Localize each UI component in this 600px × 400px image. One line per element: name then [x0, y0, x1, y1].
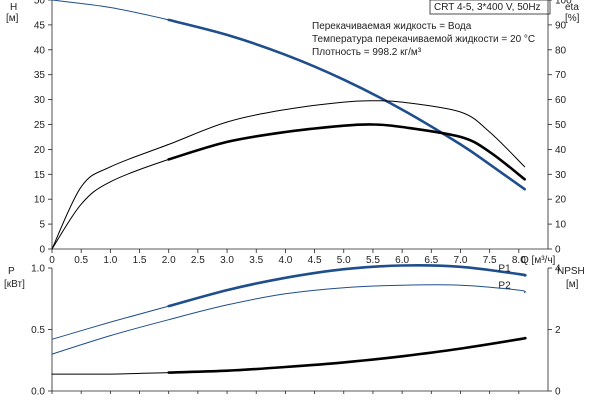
left-tick-label: 10	[34, 195, 46, 206]
x-tick-label: 6.5	[424, 255, 438, 266]
x-tick-label: 4.5	[308, 255, 322, 266]
x-tick-label: 5.0	[337, 255, 351, 266]
annotation-density: Плотность = 998.2 кг/м³	[312, 47, 422, 58]
bottom-y2label-name: NPSH	[557, 266, 585, 277]
top-y2label-unit: [%]	[565, 13, 580, 24]
series-operating-range-3	[167, 123, 526, 181]
left-tick-label: 30	[34, 95, 46, 106]
left-tick-label: 1.0	[31, 264, 45, 275]
right-tick-label: 80	[555, 45, 567, 56]
right-tick-label: 50	[555, 120, 567, 131]
bottom-ylabel-name: P	[8, 266, 15, 277]
right-tick-label: 20	[555, 195, 567, 206]
left-tick-label: 0.0	[31, 387, 45, 398]
bottom-ylabel-unit: [кВт]	[4, 279, 25, 290]
series-operating-range-3	[167, 336, 527, 374]
right-tick-label: 60	[555, 95, 567, 106]
left-tick-label: 35	[34, 70, 46, 81]
right-tick-label: 4	[555, 264, 561, 275]
series-line-2	[51, 284, 526, 355]
left-tick-label: 20	[34, 145, 46, 156]
x-tick-label: 3.0	[220, 255, 234, 266]
x-tick-label: 1.0	[103, 255, 117, 266]
left-tick-label: 45	[34, 20, 46, 31]
right-tick-label: 10	[555, 220, 567, 231]
bottom-y2label-unit: [м]	[566, 279, 579, 290]
x-tick-label: 7.0	[454, 255, 468, 266]
annotation-liquid: Перекачиваемая жидкость = Вода	[312, 21, 472, 32]
right-tick-label: 70	[555, 70, 567, 81]
x-tick-label: 1.5	[133, 255, 147, 266]
series-line-3	[51, 337, 526, 375]
x-tick-label: 2.5	[191, 255, 205, 266]
right-tick-label: 0	[555, 387, 561, 398]
right-tick-label: 40	[555, 145, 567, 156]
left-tick-label: 0.5	[31, 325, 45, 336]
left-tick-label: 0	[39, 245, 45, 256]
x-tick-label: 8.0	[512, 255, 526, 266]
right-tick-label: 0	[555, 245, 561, 256]
series-label-p1: P1	[498, 263, 511, 274]
x-tick-label: 3.5	[249, 255, 263, 266]
series-line-3	[51, 123, 526, 250]
right-tick-label: 90	[555, 20, 567, 31]
annotation-temperature: Температура перекачиваемой жидкости = 20…	[312, 34, 535, 45]
series-operating-range-1	[167, 264, 527, 308]
x-tick-label: 2.0	[162, 255, 176, 266]
left-tick-label: 40	[34, 45, 46, 56]
power-npsh-plot: 0.0 0.5 1.0 0 2 4 P1 P2	[31, 263, 561, 397]
right-tick-label: 30	[555, 170, 567, 181]
x-tick-label: 0	[49, 255, 55, 266]
top-ylabel-unit: [м]	[6, 13, 19, 24]
x-tick-label: 6.0	[395, 255, 409, 266]
left-tick-label: 25	[34, 120, 46, 131]
x-tick-label: 7.5	[483, 255, 497, 266]
top-y2label-name: eta	[565, 2, 579, 13]
series-line-2	[51, 100, 526, 250]
title-box	[429, 0, 551, 15]
left-tick-label: 50	[34, 0, 46, 7]
series-operating-range-1	[167, 18, 526, 191]
head-efficiency-plot: 0 5 10 15 20 25 30 35 40 45 50 0 10 20 30 40 50 60 70 80 90 1…	[34, 0, 572, 266]
x-tick-label: 4.0	[278, 255, 292, 266]
right-tick-label: 100	[555, 0, 572, 7]
chart-title: CRT 4-5, 3*400 V, 50Hz	[434, 2, 541, 13]
top-xlabel: Q [м³/ч]	[521, 255, 556, 266]
left-tick-label: 5	[39, 220, 45, 231]
x-tick-label: 0.5	[74, 255, 88, 266]
top-ylabel-name: H	[10, 2, 17, 13]
right-tick-label: 2	[555, 325, 561, 336]
x-tick-label: 5.5	[366, 255, 380, 266]
left-tick-label: 15	[34, 170, 46, 181]
series-label-p2: P2	[498, 281, 511, 292]
